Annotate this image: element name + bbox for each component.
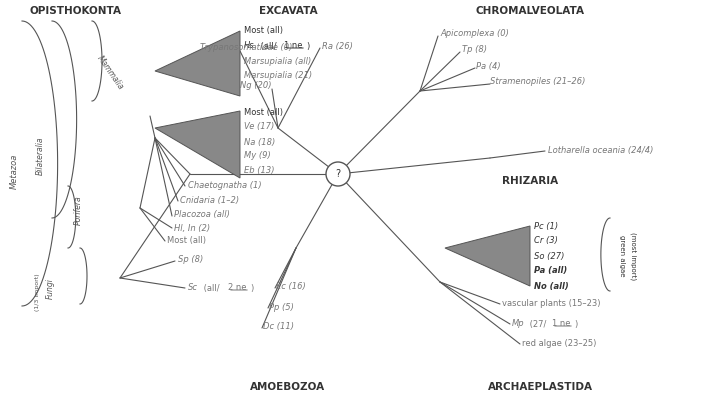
Text: Tp (8): Tp (8) bbox=[462, 46, 487, 55]
Text: So (27): So (27) bbox=[534, 251, 564, 261]
Text: Sp (8): Sp (8) bbox=[178, 255, 204, 265]
Text: vascular plants (15–23): vascular plants (15–23) bbox=[502, 299, 600, 308]
Text: Porifera: Porifera bbox=[74, 195, 83, 225]
Text: Ve (17): Ve (17) bbox=[244, 122, 274, 131]
Text: Dc (11): Dc (11) bbox=[263, 322, 294, 331]
Text: Na (18): Na (18) bbox=[244, 137, 275, 147]
Text: Pc (1): Pc (1) bbox=[534, 221, 558, 230]
Text: Pp (5): Pp (5) bbox=[269, 303, 294, 312]
Text: Metazoa: Metazoa bbox=[10, 153, 18, 188]
Text: 1 ne: 1 ne bbox=[552, 320, 571, 329]
Text: Ng (20): Ng (20) bbox=[240, 82, 272, 91]
Text: Most (all): Most (all) bbox=[244, 27, 283, 36]
Text: green algae: green algae bbox=[619, 235, 625, 277]
Text: (27/: (27/ bbox=[527, 320, 546, 329]
Text: (all/: (all/ bbox=[258, 42, 277, 51]
Text: Cr (3): Cr (3) bbox=[534, 236, 558, 246]
Text: Most (all): Most (all) bbox=[167, 236, 206, 246]
Text: Mp: Mp bbox=[512, 320, 524, 329]
Text: Apicomplexa (0): Apicomplexa (0) bbox=[440, 29, 509, 38]
Text: Pa (4): Pa (4) bbox=[476, 61, 501, 70]
Text: Mammalia: Mammalia bbox=[95, 54, 125, 92]
Polygon shape bbox=[155, 111, 240, 178]
Text: Ra (26): Ra (26) bbox=[322, 42, 353, 51]
Text: Trypanosomatidae (0): Trypanosomatidae (0) bbox=[200, 44, 292, 53]
Text: (all/: (all/ bbox=[201, 284, 220, 293]
Text: Chaetognatha (1): Chaetognatha (1) bbox=[188, 181, 262, 190]
Circle shape bbox=[326, 162, 350, 186]
Text: Marsupialia (21): Marsupialia (21) bbox=[244, 72, 312, 80]
Text: (1/3 import): (1/3 import) bbox=[36, 273, 41, 311]
Text: ): ) bbox=[574, 320, 577, 329]
Polygon shape bbox=[155, 31, 240, 96]
Text: Hl, In (2): Hl, In (2) bbox=[174, 223, 210, 232]
Text: ?: ? bbox=[336, 169, 340, 179]
Text: AMOEBOZOA: AMOEBOZOA bbox=[251, 382, 326, 392]
Text: Eb (13): Eb (13) bbox=[244, 166, 274, 175]
Text: 2 ne: 2 ne bbox=[228, 284, 246, 293]
Text: ): ) bbox=[306, 42, 310, 51]
Text: ): ) bbox=[250, 284, 253, 293]
Text: red algae (23–25): red algae (23–25) bbox=[522, 339, 597, 348]
Text: ARCHAEPLASTIDA: ARCHAEPLASTIDA bbox=[487, 382, 592, 392]
Text: RHIZARIA: RHIZARIA bbox=[502, 176, 558, 186]
Text: Bilateralia: Bilateralia bbox=[36, 137, 44, 175]
Text: Most (all): Most (all) bbox=[244, 107, 283, 116]
Text: Cnidaria (1–2): Cnidaria (1–2) bbox=[180, 196, 239, 204]
Polygon shape bbox=[445, 226, 530, 286]
Text: Ec (16): Ec (16) bbox=[276, 282, 306, 291]
Text: Pa (all): Pa (all) bbox=[534, 267, 567, 276]
Text: OPISTHOKONTA: OPISTHOKONTA bbox=[29, 6, 121, 16]
Text: No (all): No (all) bbox=[534, 282, 569, 291]
Text: (most import): (most import) bbox=[630, 232, 636, 280]
Text: EXCAVATA: EXCAVATA bbox=[259, 6, 317, 16]
Text: Fungi: Fungi bbox=[46, 278, 55, 299]
Text: Marsupialia (all): Marsupialia (all) bbox=[244, 57, 311, 65]
Text: Hs: Hs bbox=[244, 42, 255, 51]
Text: Placozoa (all): Placozoa (all) bbox=[174, 211, 230, 219]
Text: Lotharella oceania (24/4): Lotharella oceania (24/4) bbox=[548, 145, 654, 154]
Text: CHROMALVEOLATA: CHROMALVEOLATA bbox=[475, 6, 585, 16]
Text: 1 ne: 1 ne bbox=[284, 42, 303, 51]
Text: Sc: Sc bbox=[188, 284, 198, 293]
Text: My (9): My (9) bbox=[244, 152, 271, 160]
Text: Stramenopiles (21–26): Stramenopiles (21–26) bbox=[490, 78, 585, 86]
